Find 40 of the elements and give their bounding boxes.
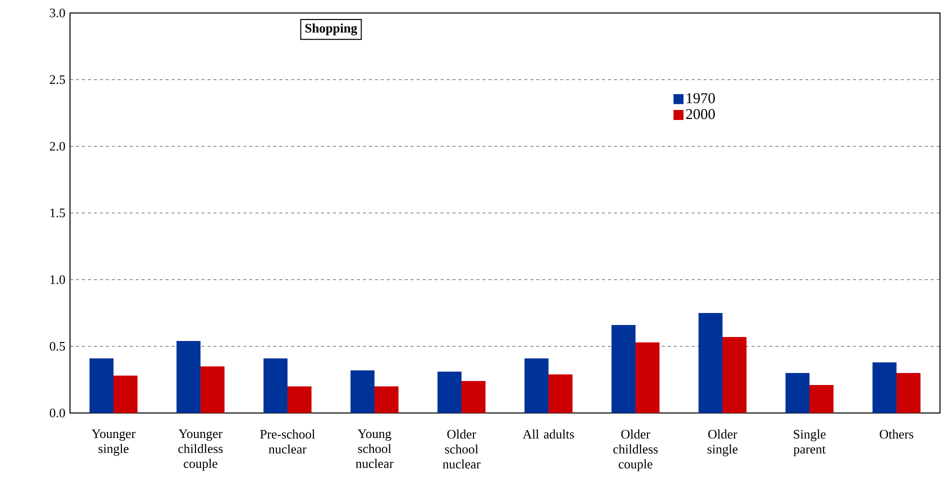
bar [350,370,375,413]
y-tick-label: 1.0 [50,275,66,284]
bar [200,366,225,413]
bar [548,374,573,413]
x-tick-label: Younger single [92,430,136,456]
bar [264,358,288,413]
y-tick-label: 2.0 [50,142,66,151]
legend-label: 1970 [686,93,715,104]
x-tick-label: Older single [708,430,738,456]
y-tick-label: 0.5 [50,342,65,351]
bar [374,386,399,413]
bar [786,372,810,413]
bar [90,358,114,413]
bar [288,386,312,413]
text: Shopping [305,23,358,36]
bar [462,380,486,413]
bar [176,340,201,413]
bar [896,372,921,413]
x-tick-label: Young school nuclear [356,430,394,468]
x-tick-label: Younger childless couple [178,430,223,471]
y-tick-label: 1.5 [50,208,65,218]
y-tick-label: 3.0 [50,8,66,18]
y-tick-label: 2.5 [50,75,65,84]
bar [612,324,636,413]
y-tick-label: 0.0 [50,408,66,418]
x-tick-label: Single parent [794,430,826,456]
bar [438,372,462,413]
legend-label: 2000 [686,109,715,120]
x-tick-label: Pre-school nuclear [260,430,315,454]
bar [524,358,549,413]
x-tick-label: Older childless couple [613,430,658,472]
x-tick-label: Others [880,430,914,439]
x-tick-label: All adults [522,430,574,439]
bar [722,336,747,413]
bar [636,342,660,413]
bar [810,384,834,413]
bar [698,312,723,413]
x-tick-label: Older school nuclear [442,430,480,468]
bar [872,362,897,413]
bar [114,376,138,413]
